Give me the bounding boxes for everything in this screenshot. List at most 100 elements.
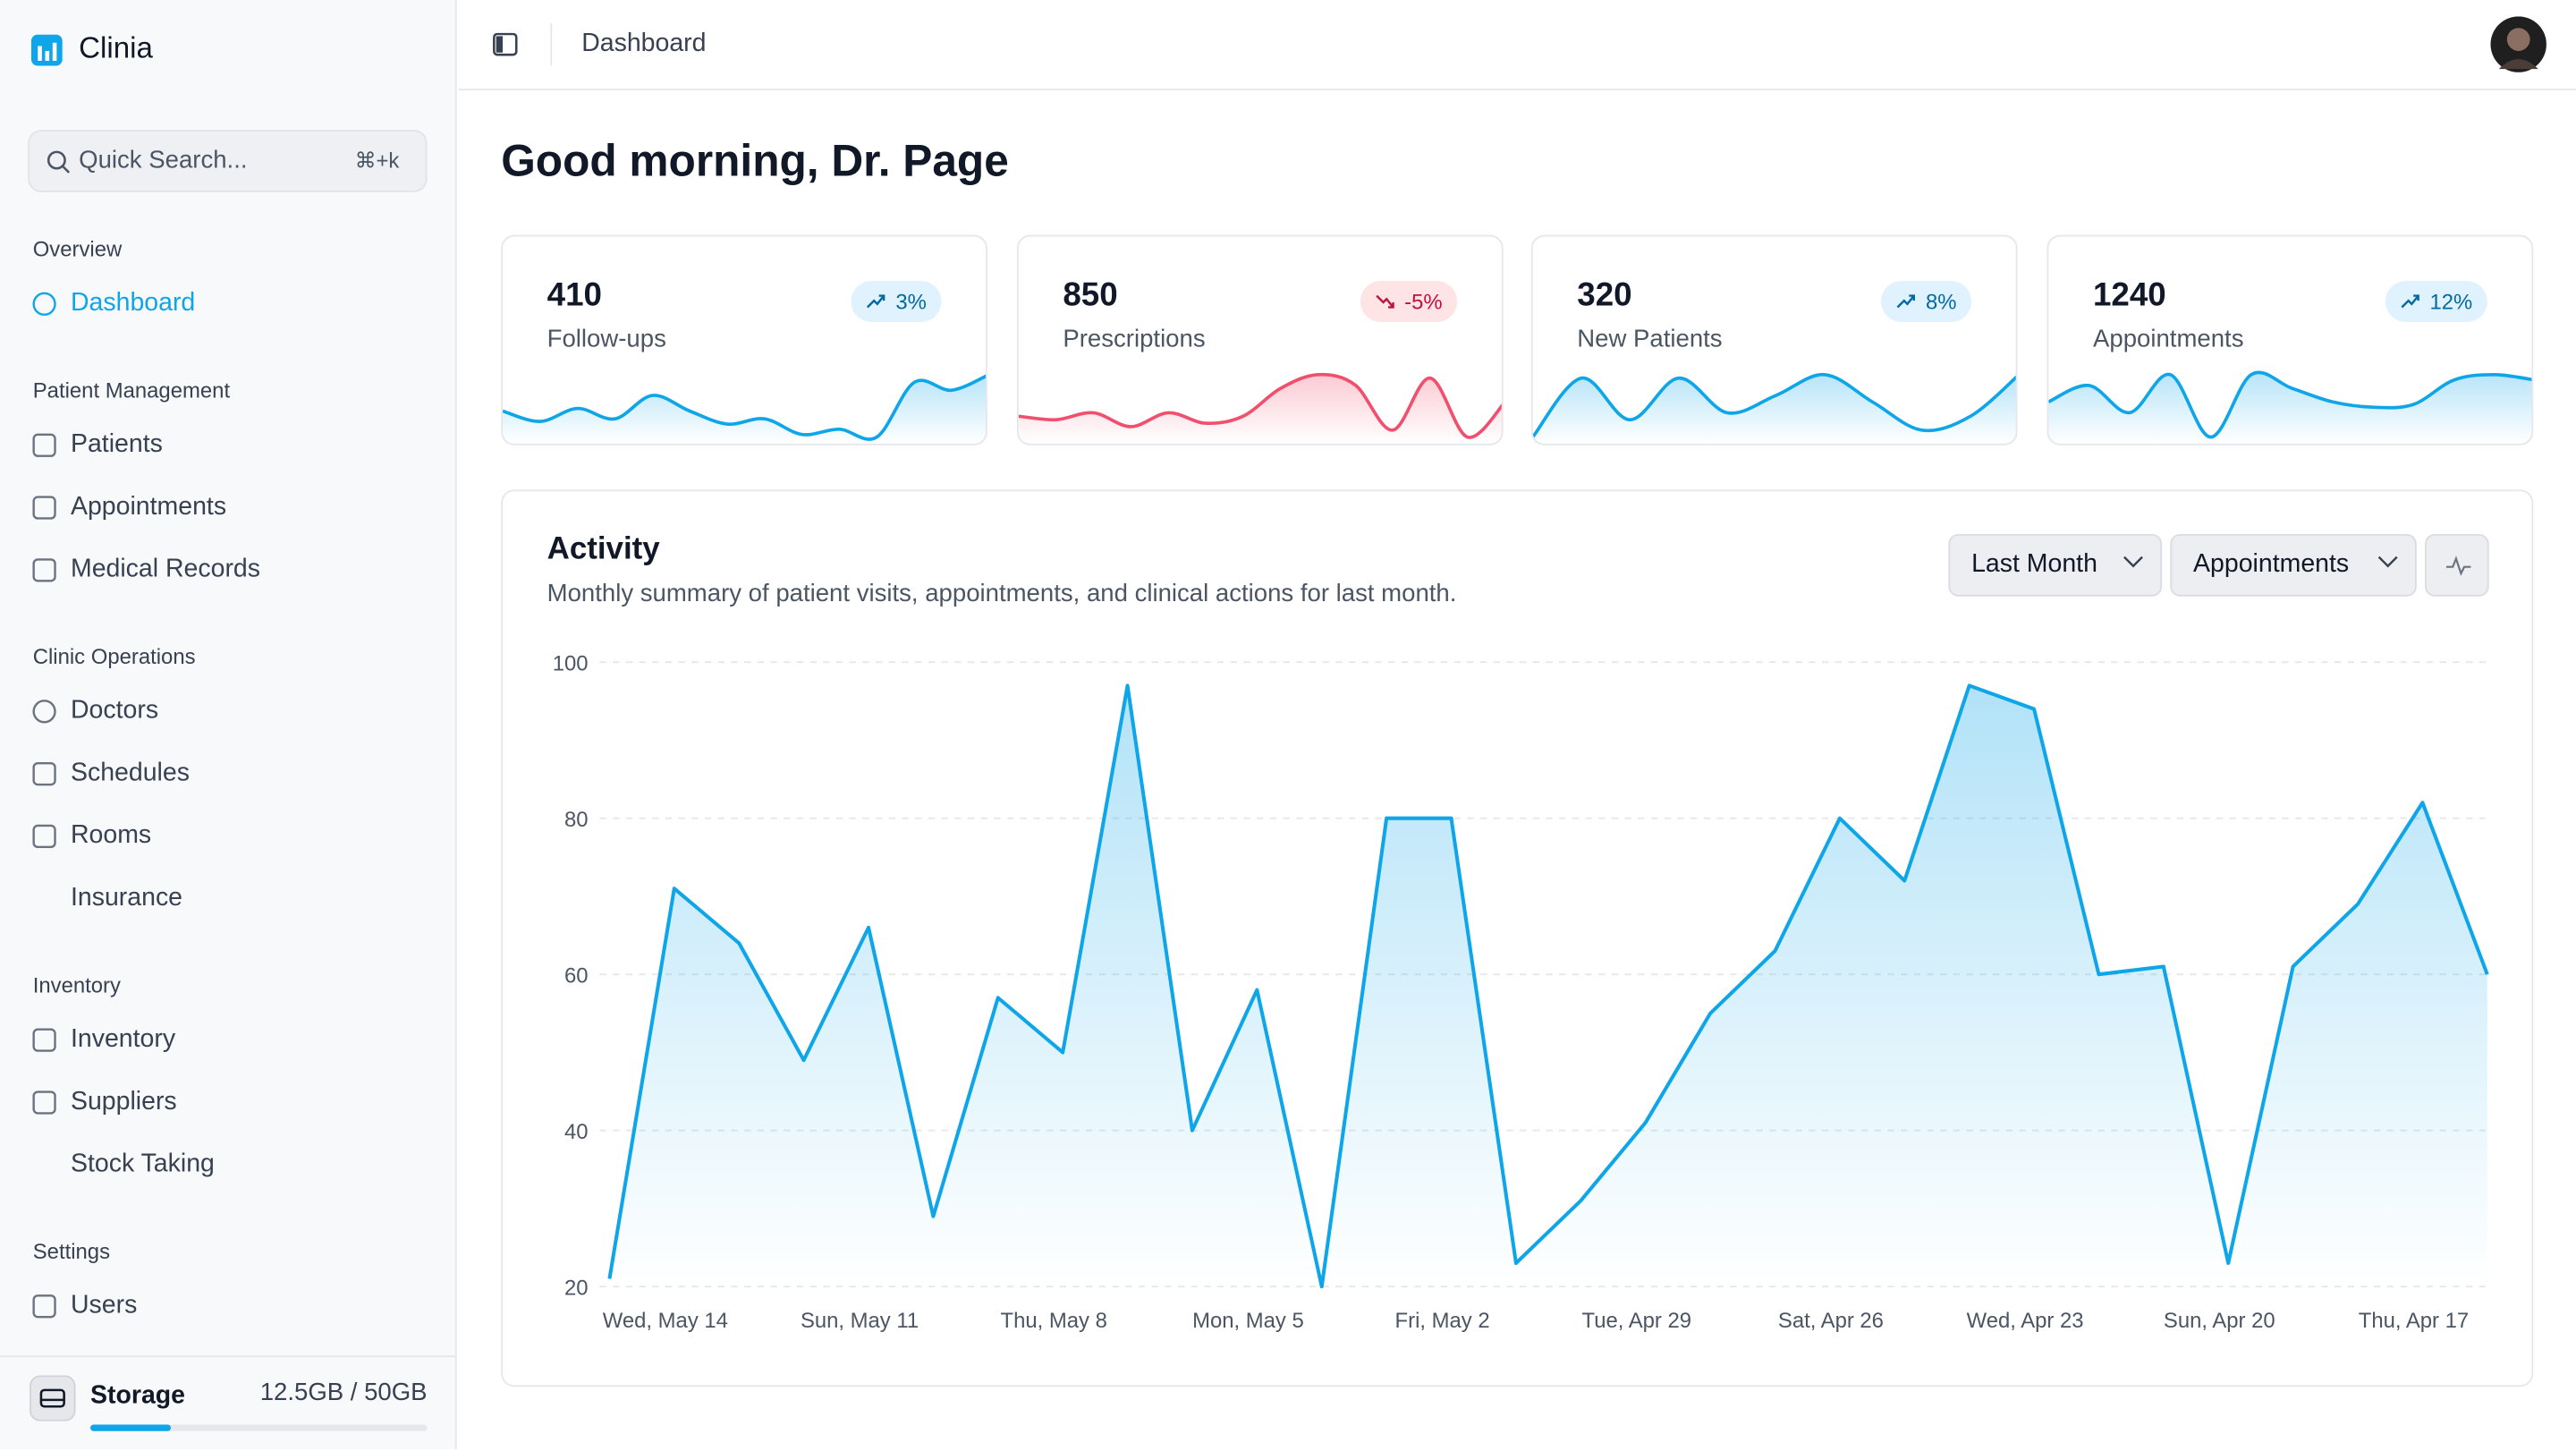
chart-icon: [2445, 556, 2471, 576]
period-filter[interactable]: Last Month: [1948, 533, 2163, 597]
chevron: [2123, 556, 2143, 568]
change-text: 8%: [1926, 289, 1957, 314]
x-tick-label: Wed, May 14: [603, 1309, 728, 1333]
nav-label: Doctors: [70, 696, 159, 726]
nav-icon: [32, 700, 56, 724]
nav-item[interactable]: Insurance: [0, 868, 457, 930]
nav-icon: [32, 496, 56, 520]
storage-fill: [90, 1424, 172, 1431]
storage-track: [90, 1424, 428, 1431]
search-shortcut: ⌘+k: [354, 148, 400, 173]
x-tick-label: Mon, May 5: [1192, 1309, 1304, 1333]
change-text: 12%: [2429, 289, 2473, 314]
line: [607, 683, 2489, 1289]
stat-value: 1240: [2093, 277, 2166, 314]
icon-shape: [32, 761, 56, 786]
nav-label: Appointments: [70, 493, 227, 522]
icon-shape: [32, 700, 56, 724]
section-title: Patient Management: [32, 378, 231, 403]
nav-item[interactable]: Inventory: [0, 1009, 457, 1072]
nav-icon: [32, 1028, 56, 1052]
icon-shape: [32, 1294, 56, 1319]
y-tick-label: 100: [553, 651, 589, 675]
search-icon: [47, 150, 71, 174]
sparkline-area: [1532, 374, 2016, 444]
trend-arrow: [2401, 294, 2419, 309]
sparkline: [1018, 372, 1502, 444]
nav-item[interactable]: Schedules: [0, 742, 457, 805]
nav-item[interactable]: Patients: [0, 414, 457, 477]
breadcrumb: Dashboard: [581, 30, 707, 58]
sparkline-area: [503, 376, 987, 444]
chevron: [2377, 556, 2398, 568]
trend-arrow: [1896, 294, 1916, 309]
quick-search[interactable]: Quick Search... ⌘+k: [28, 130, 428, 192]
activity-subtitle: Monthly summary of patient visits, appoi…: [547, 580, 1457, 608]
sparkline-area: [2048, 372, 2532, 444]
stat-label: Prescriptions: [1063, 325, 1206, 353]
trend-arrow: [1376, 294, 1394, 309]
trend-icon: [1376, 294, 1394, 309]
nav-item[interactable]: Stock Taking: [0, 1133, 457, 1196]
nav-label: Dashboard: [70, 289, 196, 318]
icon-shape: [32, 433, 56, 457]
topbar: Dashboard: [458, 0, 2576, 91]
nav-item[interactable]: Suppliers: [0, 1072, 457, 1134]
sparkline: [2048, 370, 2532, 444]
search-placeholder: Quick Search...: [79, 146, 248, 174]
nav-item[interactable]: Dashboard: [0, 273, 457, 335]
sidebar-toggle[interactable]: [493, 32, 518, 56]
avatar[interactable]: [2490, 16, 2546, 72]
nav-item[interactable]: Medical Records: [0, 539, 457, 601]
stat-value: 410: [547, 277, 602, 314]
x-tick-label: Thu, Apr 17: [2359, 1309, 2469, 1333]
stat-value: 320: [1577, 277, 1632, 314]
change-text: -5%: [1404, 289, 1443, 314]
nav-label: Stock Taking: [70, 1150, 215, 1178]
stat-card: 850 Prescriptions -5%: [1016, 234, 1504, 445]
y-tick-label: 60: [564, 963, 589, 988]
nav-item[interactable]: Doctors: [0, 680, 457, 742]
x-tick-label: Tue, Apr 29: [1582, 1309, 1691, 1333]
trend-icon: [2401, 294, 2419, 309]
nav-item[interactable]: Users: [0, 1275, 457, 1337]
stat-change: 8%: [1881, 281, 1972, 323]
brand-logo: [30, 34, 63, 66]
nav-label: Patients: [70, 430, 163, 459]
stat-card: 320 New Patients 8%: [1530, 234, 2018, 445]
section-title: Inventory: [32, 972, 121, 997]
sidebar: Clinia Quick Search... ⌘+k Overview Dashb…: [0, 0, 457, 1450]
nav-item[interactable]: Appointments: [0, 477, 457, 539]
nav-icon: [32, 433, 56, 457]
x-tick-label: Sun, Apr 20: [2164, 1309, 2275, 1333]
nav-icon: [32, 558, 56, 582]
sparkline: [1532, 372, 2016, 444]
stat-change: -5%: [1360, 281, 1458, 323]
x-tick-label: Thu, May 8: [1001, 1309, 1107, 1333]
change-text: 3%: [895, 289, 927, 314]
sparkline-line: [2048, 370, 2532, 439]
brand-name: Clinia: [79, 30, 153, 64]
filter-label: Appointments: [2193, 550, 2350, 579]
section-title: Settings: [32, 1238, 111, 1264]
icon-shape: [32, 558, 56, 582]
section-title: Clinic Operations: [32, 644, 196, 669]
metric-filter[interactable]: Appointments: [2170, 533, 2417, 597]
nav-icon: [32, 824, 56, 849]
y-tick-label: 20: [564, 1276, 589, 1300]
stat-label: New Patients: [1577, 325, 1723, 353]
nav-label: Schedules: [70, 759, 190, 787]
x-tick-label: Fri, May 2: [1395, 1309, 1490, 1333]
chart-toggle[interactable]: [2425, 533, 2489, 597]
sparkline-line: [1532, 372, 2016, 438]
nav-label: Suppliers: [70, 1087, 177, 1116]
nav-icon: [32, 1294, 56, 1319]
sparkline: [503, 374, 987, 444]
sparkline-line: [503, 374, 987, 441]
trend-icon: [867, 294, 886, 309]
nav-label: Rooms: [70, 821, 152, 850]
nav-item[interactable]: Rooms: [0, 805, 457, 868]
nav-label: Inventory: [70, 1025, 176, 1054]
